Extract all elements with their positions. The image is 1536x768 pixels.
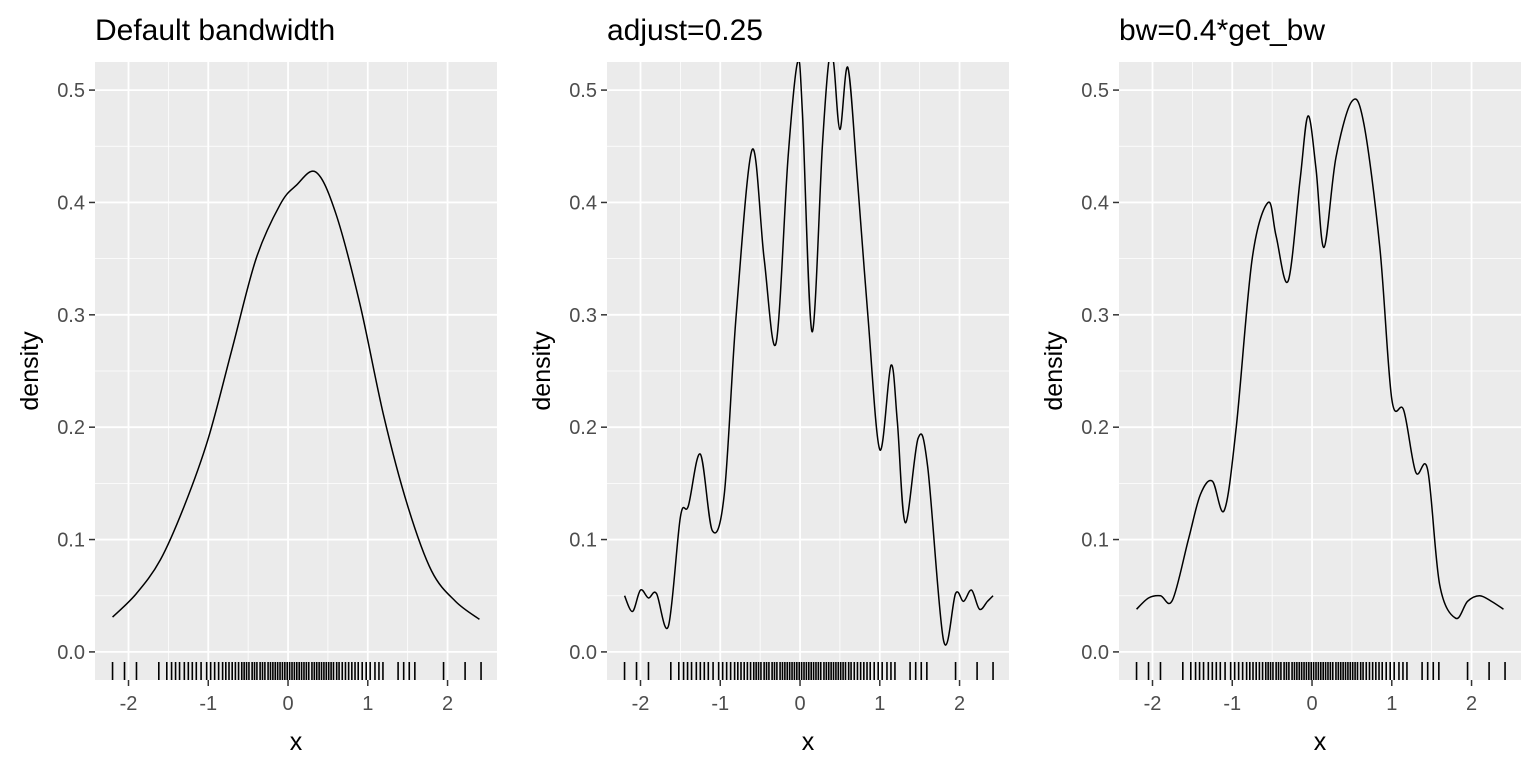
x-axis-title: x <box>802 728 815 756</box>
x-tick-label: 0 <box>1306 693 1317 715</box>
x-tick-label: -2 <box>120 693 138 715</box>
chart-title: Default bandwidth <box>95 14 335 47</box>
gridlines <box>607 62 1009 680</box>
density-curve <box>1136 98 1504 620</box>
density-curve <box>623 62 994 646</box>
density-curve <box>112 170 480 620</box>
x-tick-label: 1 <box>362 693 373 715</box>
x-tick-label: -1 <box>1223 693 1241 715</box>
y-tick-label: 0.0 <box>57 642 85 664</box>
y-axis: 0.0 0.1 0.2 0.3 0.4 0.5 <box>57 80 95 664</box>
x-tick-label: 2 <box>442 693 453 715</box>
gridlines <box>95 62 497 680</box>
x-axis: -2 -1 0 1 2 <box>120 680 453 715</box>
y-tick-label: 0.2 <box>569 417 597 439</box>
x-tick-label: 2 <box>954 693 965 715</box>
y-axis-title: density <box>528 331 556 411</box>
y-tick-label: 0.3 <box>1081 305 1109 327</box>
y-tick-label: 0.0 <box>569 642 597 664</box>
x-axis-title: x <box>290 728 303 756</box>
panel-adjust: adjust=0.25 0.0 0.1 0.2 0.3 0.4 0.5 -2 -1 0 1 2 x… <box>528 14 1009 756</box>
rug-ticks <box>111 662 482 680</box>
y-tick-label: 0.5 <box>57 80 85 102</box>
x-tick-label: 2 <box>1466 693 1477 715</box>
x-tick-label: 0 <box>282 693 293 715</box>
y-tick-label: 0.3 <box>57 305 85 327</box>
x-tick-label: -1 <box>199 693 217 715</box>
y-tick-label: 0.4 <box>57 192 85 214</box>
panel-default-bandwidth: Default bandwidth 0.00.10.20.30.40.5 -2-… <box>16 14 497 756</box>
y-tick-label: 0.4 <box>1081 192 1109 214</box>
y-axis-title: density <box>1040 331 1068 411</box>
y-axis: 0.0 0.1 0.2 0.3 0.4 0.5 <box>569 80 607 664</box>
x-axis: -2 -1 0 1 2 <box>632 680 965 715</box>
y-tick-label: 0.2 <box>1081 417 1109 439</box>
y-tick-label: 0.4 <box>569 192 597 214</box>
x-tick-label: -2 <box>632 693 650 715</box>
x-axis-title: x <box>1314 728 1327 756</box>
x-tick-label: 0 <box>794 693 805 715</box>
x-tick-label: 1 <box>874 693 885 715</box>
x-tick-label: -2 <box>1144 693 1162 715</box>
y-tick-label: 0.5 <box>569 80 597 102</box>
y-tick-label: 0.1 <box>1081 530 1109 552</box>
y-tick-label: 0.2 <box>57 417 85 439</box>
y-axis: 0.0 0.1 0.2 0.3 0.4 0.5 <box>1081 80 1119 664</box>
y-tick-label: 0.1 <box>569 530 597 552</box>
chart-title: bw=0.4*get_bw <box>1119 14 1325 47</box>
y-tick-label: 0.0 <box>1081 642 1109 664</box>
y-tick-label: 0.3 <box>569 305 597 327</box>
rug-ticks <box>623 662 994 680</box>
rug-ticks <box>1135 662 1506 680</box>
x-axis: -2 -1 0 1 2 <box>1144 680 1477 715</box>
chart-title: adjust=0.25 <box>607 14 763 47</box>
y-tick-label: 0.5 <box>1081 80 1109 102</box>
panel-bw: bw=0.4*get_bw 0.0 0.1 0.2 0.3 0.4 0.5 -2 -1 0 1 2… <box>1040 14 1521 756</box>
x-tick-label: 1 <box>1386 693 1397 715</box>
x-tick-label: -1 <box>711 693 729 715</box>
y-axis-title: density <box>16 331 44 411</box>
gridlines <box>1119 62 1521 680</box>
y-tick-label: 0.1 <box>57 530 85 552</box>
